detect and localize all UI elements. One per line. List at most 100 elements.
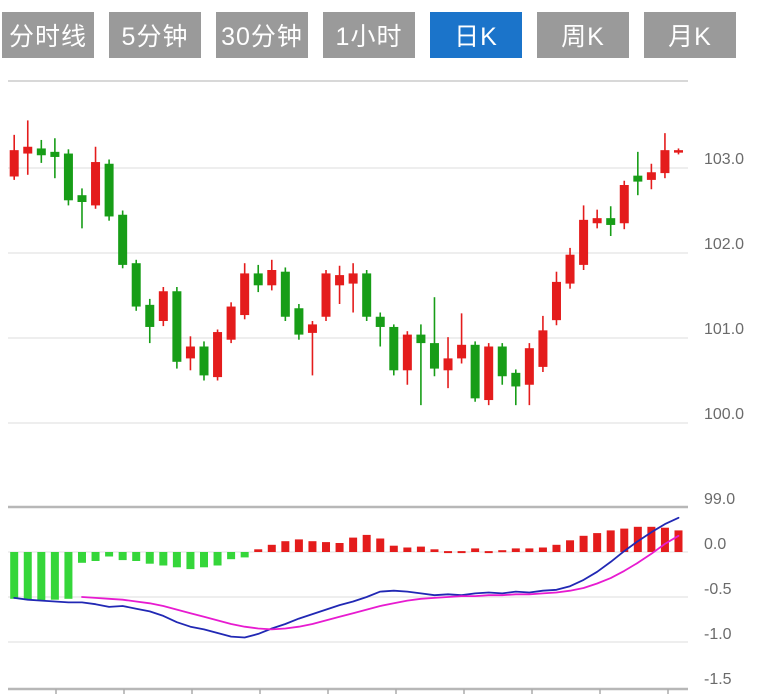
candle-body	[524, 348, 534, 385]
candle-body	[36, 148, 46, 156]
macd-histogram-bar	[647, 526, 656, 552]
candle-body	[348, 273, 358, 284]
macd-histogram-bar	[227, 552, 236, 560]
macd-histogram-bar	[335, 543, 344, 552]
price-tick-label: 100.0	[704, 406, 744, 423]
candle-body	[335, 275, 345, 286]
tab-30-min[interactable]: 30分钟	[216, 12, 308, 58]
macd-tick-label: 0.0	[704, 536, 726, 553]
macd-histogram-bar	[403, 547, 412, 552]
candle-body	[77, 195, 87, 202]
candle-body	[321, 273, 331, 317]
candle-body	[118, 214, 128, 265]
macd-histogram-bar	[484, 551, 493, 554]
macd-histogram-bar	[498, 550, 507, 553]
candle-body	[538, 330, 548, 367]
candle-body	[375, 316, 385, 327]
candle-body	[253, 273, 263, 286]
tab-time-line[interactable]: 分时线	[2, 12, 94, 58]
macd-histogram-bar	[566, 540, 575, 552]
candle-body	[511, 372, 521, 387]
macd-histogram-bar	[552, 544, 561, 552]
macd-tick-label: -0.5	[704, 581, 732, 598]
macd-histogram-bar	[674, 530, 683, 552]
candle-body	[416, 334, 426, 344]
candle-body	[484, 346, 494, 401]
price-tick-label: 103.0	[704, 151, 744, 168]
macd-histogram-bar	[105, 552, 114, 557]
candle-body	[23, 146, 33, 154]
macd-histogram-bar	[593, 533, 602, 552]
macd-histogram-bar	[159, 552, 168, 566]
candle-body	[402, 334, 412, 371]
macd-histogram-bar	[660, 527, 669, 552]
candle-body	[619, 185, 629, 224]
macd-histogram-bar	[132, 552, 141, 561]
candle-body	[145, 304, 155, 327]
macd-histogram-bar	[511, 548, 520, 552]
candle-body	[646, 172, 656, 180]
macd-histogram-bar	[118, 552, 127, 561]
price-tick-label: 102.0	[704, 236, 744, 253]
candle-body	[579, 219, 589, 265]
macd-histogram-bar	[199, 552, 208, 568]
tab-1-hour[interactable]: 1小时	[323, 12, 415, 58]
macd-histogram-bar	[240, 552, 249, 558]
candle-body	[565, 254, 575, 284]
candle-body	[606, 218, 616, 225]
macd-histogram-bar	[471, 548, 480, 552]
price-tick-label: 101.0	[704, 321, 744, 338]
macd-tick-label: -1.5	[704, 671, 732, 688]
candle-body	[592, 218, 602, 224]
macd-histogram-bar	[267, 544, 276, 552]
macd-histogram-bar	[349, 537, 358, 552]
macd-histogram-bar	[430, 549, 439, 552]
macd-histogram-bar	[322, 542, 331, 552]
candle-body	[50, 151, 60, 157]
candle-body	[389, 326, 399, 371]
candle-body	[185, 346, 195, 359]
macd-histogram-bar	[633, 526, 642, 552]
candle-body	[470, 344, 480, 399]
candle-body	[294, 308, 304, 335]
candle-body	[633, 175, 643, 182]
macd-histogram-bar	[606, 530, 615, 552]
macd-histogram-bar	[10, 552, 19, 599]
candle-body	[673, 150, 683, 153]
dea-line	[81, 534, 680, 631]
macd-histogram-bar	[376, 538, 385, 552]
candle-body	[307, 324, 317, 333]
candle-body	[199, 346, 209, 376]
macd-histogram-bar	[145, 552, 154, 564]
macd-histogram-bar	[525, 548, 534, 552]
candle-body	[660, 150, 670, 174]
macd-histogram-bar	[308, 541, 317, 552]
candle-body	[226, 306, 236, 340]
macd-histogram-bar	[37, 552, 46, 601]
macd-histogram-bar	[389, 545, 398, 552]
candle-body	[497, 346, 507, 377]
candle-body	[457, 344, 467, 359]
macd-histogram-bar	[281, 541, 290, 552]
macd-histogram-bar	[254, 549, 263, 552]
macd-histogram-bar	[538, 547, 547, 552]
macd-histogram-bar	[620, 528, 629, 552]
candle-body	[362, 273, 372, 317]
candle-body	[280, 271, 290, 317]
candle-body	[429, 343, 439, 369]
candle-body	[104, 163, 114, 217]
tab-5-min[interactable]: 5分钟	[109, 12, 201, 58]
candle-body	[443, 358, 453, 371]
price-tick-label: 99.0	[704, 491, 735, 508]
candle-body	[158, 291, 168, 321]
macd-histogram-bar	[362, 534, 371, 552]
tab-daily-k[interactable]: 日K	[430, 12, 522, 58]
candle-body	[213, 332, 223, 378]
candle-body	[91, 162, 101, 206]
tab-weekly-k[interactable]: 周K	[537, 12, 629, 58]
tab-monthly-k[interactable]: 月K	[644, 12, 736, 58]
macd-histogram-bar	[64, 552, 73, 599]
candle-body	[551, 281, 561, 321]
